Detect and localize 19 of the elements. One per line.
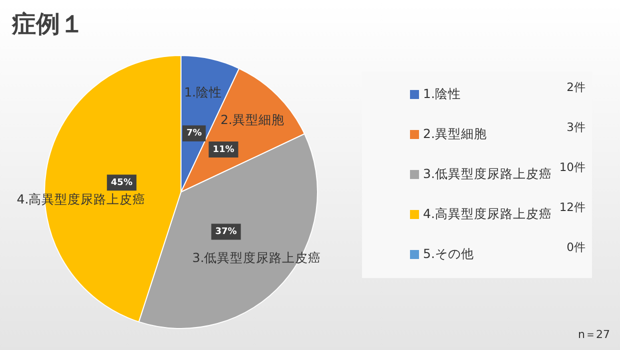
legend-label: 4.高異型度尿路上皮癌 bbox=[423, 206, 552, 223]
text: n＝27 bbox=[578, 327, 610, 342]
text: 0件 bbox=[566, 240, 586, 255]
slice-label: 1.陰性 bbox=[184, 84, 222, 100]
legend-label: 3.低異型度尿路上皮癌 bbox=[423, 166, 552, 183]
chart-title: 症例１ bbox=[12, 9, 84, 40]
text: 10件 bbox=[559, 160, 586, 175]
slice-label: 3.低異型度尿路上皮癌 bbox=[192, 250, 322, 266]
data-label: 37% bbox=[215, 227, 237, 238]
slice-label: 2.異型細胞 bbox=[220, 112, 284, 127]
legend-label: 2.異型細胞 bbox=[423, 126, 487, 143]
legend-label: 1.陰性 bbox=[423, 86, 461, 103]
legend-label: 5.その他 bbox=[423, 246, 474, 263]
data-label: 11% bbox=[212, 144, 234, 155]
data-label: 45% bbox=[110, 178, 132, 188]
data-label: 7% bbox=[186, 128, 202, 139]
text: 3件 bbox=[566, 120, 586, 135]
text: 12件 bbox=[559, 200, 586, 215]
text: 2件 bbox=[566, 80, 586, 95]
